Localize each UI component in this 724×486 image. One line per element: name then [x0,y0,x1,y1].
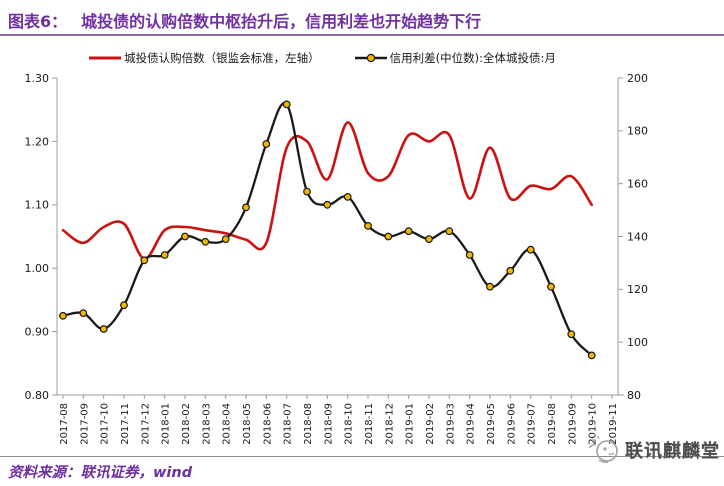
data-point-marker [384,232,393,241]
title-underline [0,34,724,36]
data-point-marker [343,192,352,201]
data-point-marker [221,235,230,244]
data-point-marker [140,256,149,265]
brand-watermark: 联讯麒麟堂 [585,434,720,466]
data-point-marker [425,235,433,244]
x-axis-label: 2019-06 [506,403,517,445]
left-axis-label: 1.10 [25,199,50,212]
figure-number: 图表6： [8,12,68,31]
x-axis-label: 2018-03 [201,403,212,445]
x-axis-label: 2017-09 [79,403,90,445]
right-axis-label: 200 [627,72,648,85]
x-axis-label: 2019-02 [425,403,436,445]
data-point-marker [567,330,576,339]
chart-header: 图表6： 城投债的认购倍数中枢抬升后，信用利差也开始趋势下行 [8,8,716,32]
data-point-marker [404,227,413,236]
data-point-marker [323,200,332,209]
left-axis-label: 1.00 [25,262,50,275]
series-line-1 [61,101,593,357]
chart-legend: 城投债认购倍数（银监会标准，左轴） 信用利差(中位数):全体城投债:月 [0,50,724,66]
data-point-marker [526,245,535,254]
right-axis-label: 80 [627,389,641,402]
data-point-marker [506,266,515,275]
right-axis-label: 140 [627,230,648,243]
x-axis-label: 2017-08 [59,403,70,445]
x-axis-label: 2018-11 [364,403,375,445]
x-axis-label: 2017-10 [100,403,111,445]
series-line-0 [61,121,593,260]
right-axis-label: 120 [627,283,648,296]
x-axis-label: 2019-11 [608,403,619,445]
x-axis-label: 2019-10 [588,403,599,445]
x-axis-label: 2017-11 [120,403,131,445]
legend-label: 城投债认购倍数（银监会标准，左轴） [124,51,320,65]
data-point-marker [242,203,250,212]
x-axis-label: 2018-12 [384,403,395,445]
x-axis-label: 2018-07 [283,403,294,445]
black-line-dot-swatch-icon [354,53,387,63]
data-point-marker [282,100,291,109]
x-axis-label: 2018-01 [161,403,172,445]
x-axis-label: 2018-02 [181,403,192,445]
data-point-marker [262,140,271,148]
left-axis-label: 1.20 [25,135,50,148]
legend-item-subscription-multiple: 城投债认购倍数（银监会标准，左轴） [88,50,320,66]
data-point-marker [547,282,555,291]
x-axis-label: 2018-09 [323,403,334,445]
x-axis-label: 2018-08 [303,403,314,445]
data-point-marker [465,251,474,259]
left-axis-label: 1.30 [25,72,50,85]
data-point-marker [160,251,169,259]
x-axis-label: 2018-06 [262,403,273,445]
data-point-marker [486,282,494,291]
x-axis-label: 2019-04 [466,403,477,445]
x-axis-label: 2017-12 [140,403,151,445]
data-point-marker [201,237,210,246]
x-axis-label: 2019-07 [527,403,538,445]
left-axis-label: 0.90 [25,325,50,338]
data-point-marker [303,187,311,196]
x-axis-label: 2019-09 [567,403,578,445]
x-axis-label: 2018-04 [222,403,233,445]
data-point-marker [587,351,596,360]
data-point-marker [99,325,108,333]
page-title: 城投债的认购倍数中枢抬升后，信用利差也开始趋势下行 [81,12,482,31]
data-point-marker [445,227,454,236]
data-point-marker [59,311,67,320]
x-axis-label: 2019-05 [486,403,497,445]
legend-label: 信用利差(中位数):全体城投债:月 [389,51,556,65]
x-axis-label: 2019-03 [445,403,456,445]
data-source-note: 资料来源：联讯证券，wind [8,465,193,481]
x-axis-label: 2019-01 [405,403,416,445]
x-axis-label: 2019-08 [547,403,558,445]
data-point-marker [79,309,88,318]
data-point-marker [120,301,128,310]
data-point-marker [364,221,372,230]
footer-divider [0,456,724,457]
x-axis-label: 2018-05 [242,403,253,445]
right-axis-label: 180 [627,125,648,138]
right-axis-label: 160 [627,178,648,191]
x-axis-label: 2018-10 [344,403,355,445]
left-axis-label: 0.80 [25,389,50,402]
legend-item-credit-spread: 信用利差(中位数):全体城投债:月 [354,50,556,66]
right-axis-label: 100 [627,336,648,349]
data-point-marker [181,232,189,241]
qilin-seal-icon [588,435,618,463]
watermark-text: 联讯麒麟堂 [625,441,720,462]
red-line-swatch-icon [89,56,122,60]
